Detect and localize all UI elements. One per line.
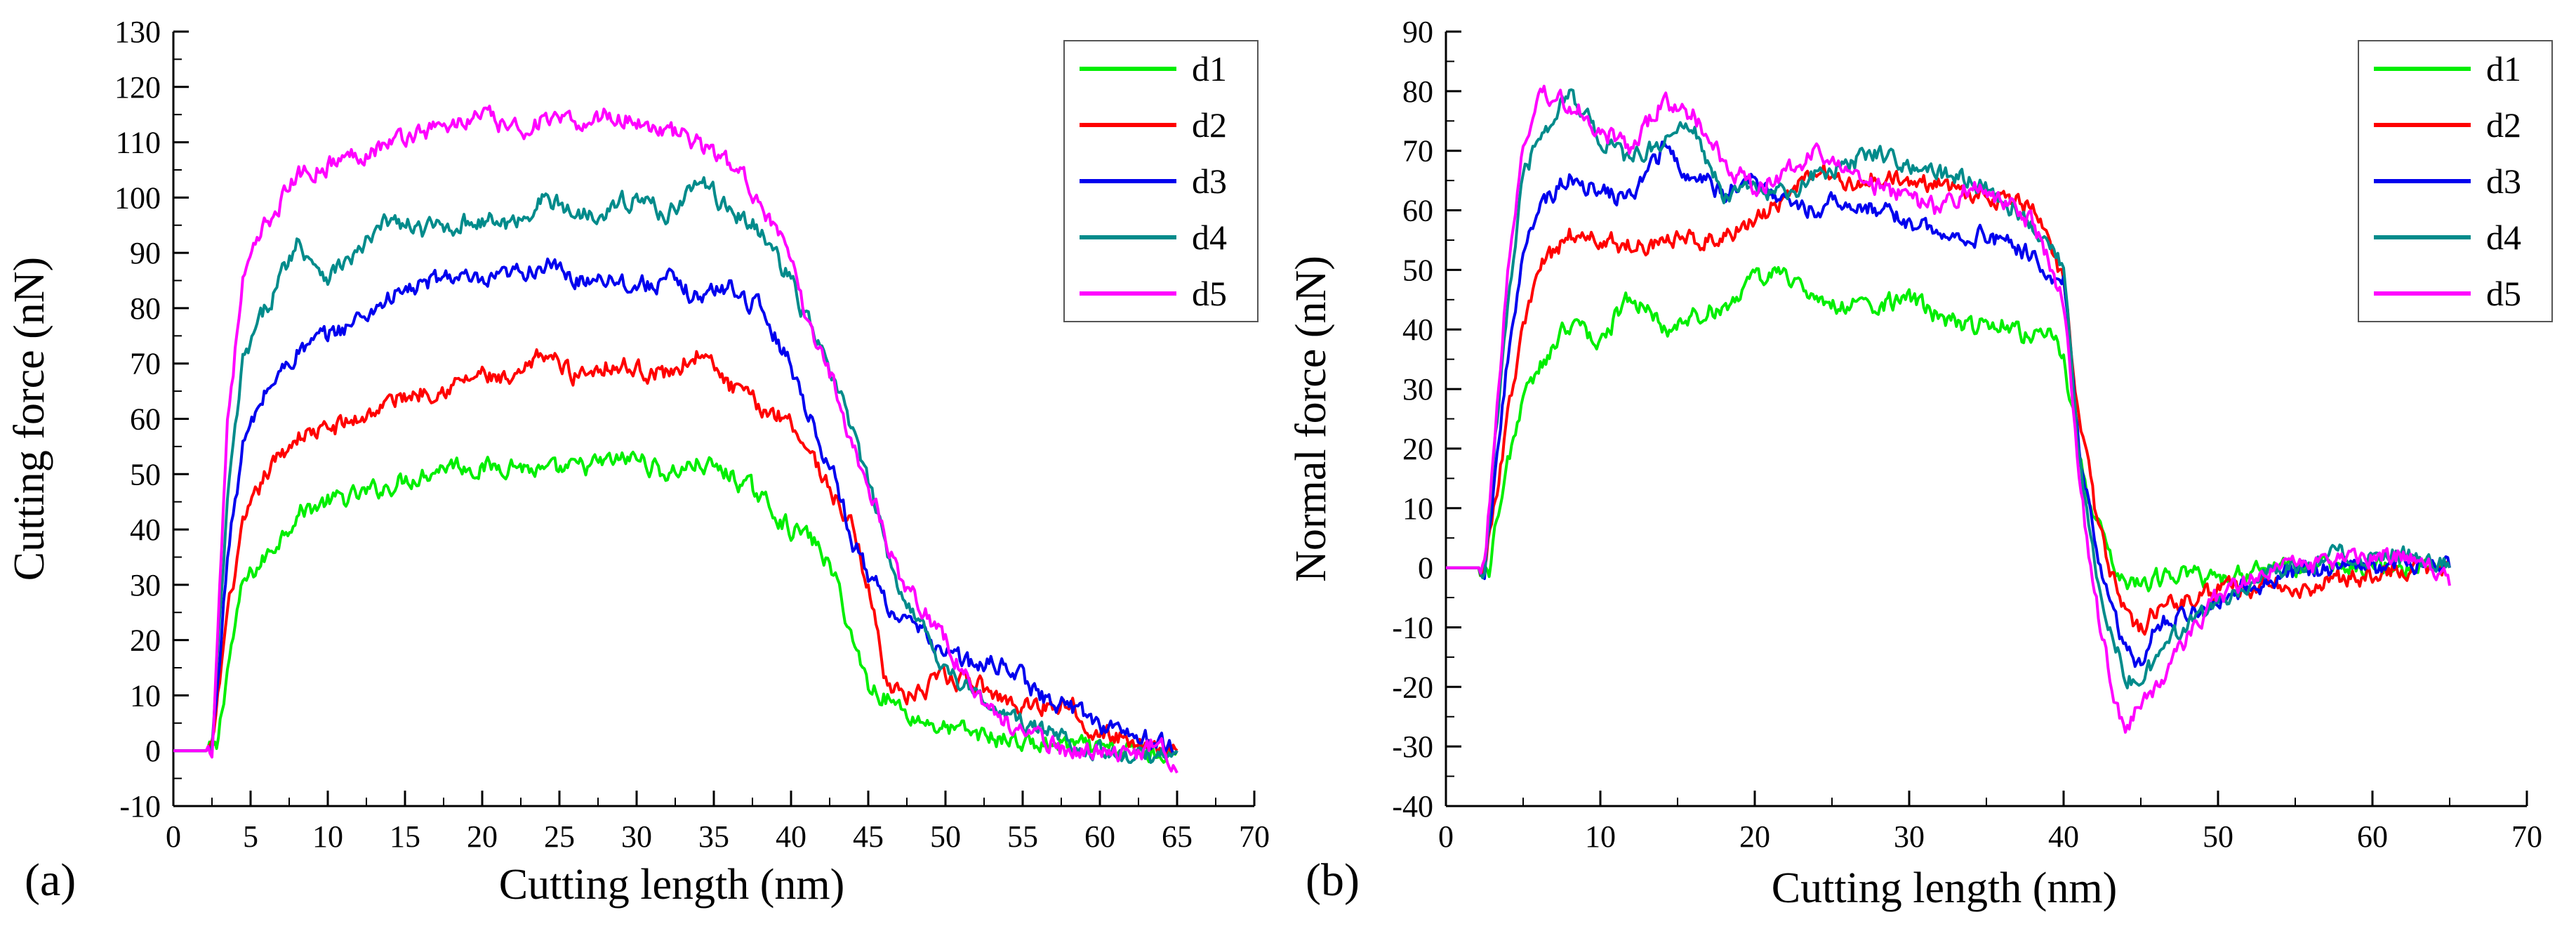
x-tick-label: 10 bbox=[312, 819, 343, 854]
x-tick-label: 60 bbox=[2357, 819, 2388, 854]
panel-label: (b) bbox=[1306, 855, 1360, 906]
x-axis-label: Cutting length (nm) bbox=[499, 861, 845, 909]
y-tick-label: 80 bbox=[130, 291, 161, 326]
x-tick-label: 50 bbox=[930, 819, 961, 854]
y-tick-label: 110 bbox=[116, 126, 161, 160]
series-line-d2 bbox=[173, 348, 1179, 760]
x-tick-label: 30 bbox=[1894, 819, 1925, 854]
y-tick-label: 80 bbox=[1402, 74, 1433, 109]
y-tick-label: -40 bbox=[1392, 789, 1433, 824]
y-tick-label: 70 bbox=[1402, 134, 1433, 169]
x-tick-label: 10 bbox=[1585, 819, 1616, 854]
x-tick-label: 20 bbox=[467, 819, 498, 854]
legend-label-d5: d5 bbox=[1192, 274, 1227, 313]
y-tick-label: 10 bbox=[1402, 492, 1433, 526]
y-tick-label: 50 bbox=[130, 457, 161, 492]
x-tick-label: 25 bbox=[544, 819, 575, 854]
y-tick-label: -30 bbox=[1392, 730, 1433, 764]
y-axis-label: Cutting force (nN) bbox=[6, 257, 53, 581]
x-tick-label: 70 bbox=[1239, 819, 1270, 854]
y-tick-label: 0 bbox=[1418, 551, 1433, 586]
x-tick-label: 30 bbox=[621, 819, 652, 854]
x-tick-label: 40 bbox=[2048, 819, 2079, 854]
x-tick-label: 20 bbox=[1739, 819, 1770, 854]
y-tick-label: 0 bbox=[145, 734, 161, 768]
series-line-d3 bbox=[1446, 140, 2451, 668]
legend-label-d1: d1 bbox=[1192, 49, 1227, 88]
y-tick-label: -20 bbox=[1392, 670, 1433, 704]
y-tick-label: 90 bbox=[130, 236, 161, 270]
y-tick-label: 60 bbox=[1402, 194, 1433, 228]
y-tick-label: 20 bbox=[130, 624, 161, 658]
chart-panel-b: -40 -30 -20 -10 0 10 20 30 40 50 60 70 80 90 0 10 20 30 40… bbox=[1287, 15, 2553, 912]
panel-label: (a) bbox=[25, 855, 76, 906]
y-tick-label: 40 bbox=[130, 513, 161, 547]
legend-label-d2: d2 bbox=[2486, 105, 2521, 145]
x-tick-label: 65 bbox=[1162, 819, 1193, 854]
x-tick-label: 55 bbox=[1007, 819, 1038, 854]
y-tick-label: 100 bbox=[114, 180, 161, 215]
series-line-d1 bbox=[1446, 265, 2451, 593]
series-line-d4 bbox=[173, 176, 1179, 764]
y-tick-label: 60 bbox=[130, 402, 161, 437]
x-tick-label: 40 bbox=[776, 819, 806, 854]
x-tick-label: 35 bbox=[698, 819, 729, 854]
y-tick-label: 90 bbox=[1402, 15, 1433, 49]
series-line-d5 bbox=[1446, 84, 2451, 734]
x-tick-label: 5 bbox=[243, 819, 258, 854]
x-tick-label: 45 bbox=[853, 819, 884, 854]
x-tick-label: 15 bbox=[390, 819, 420, 854]
y-axis-label: Normal force (nN) bbox=[1287, 256, 1335, 582]
y-tick-label: -10 bbox=[1392, 610, 1433, 645]
series-line-d2 bbox=[1446, 163, 2451, 636]
y-tick-label: 40 bbox=[1402, 312, 1433, 347]
x-tick-label: 0 bbox=[166, 819, 181, 854]
legend-label-d3: d3 bbox=[1192, 161, 1227, 201]
y-tick-label: 30 bbox=[130, 568, 161, 602]
y-tick-label: -10 bbox=[119, 789, 161, 824]
y-tick-label: 70 bbox=[130, 347, 161, 381]
y-tick-label: 120 bbox=[114, 70, 161, 105]
y-tick-label: 30 bbox=[1402, 372, 1433, 407]
x-tick-label: 70 bbox=[2511, 819, 2542, 854]
y-tick-label: 20 bbox=[1402, 432, 1433, 466]
y-tick-label: 10 bbox=[130, 678, 161, 713]
legend-label-d5: d5 bbox=[2486, 274, 2521, 313]
legend-label-d2: d2 bbox=[1192, 105, 1227, 145]
series-line-d5 bbox=[173, 105, 1179, 774]
legend-label-d4: d4 bbox=[2486, 218, 2521, 257]
x-tick-label: 50 bbox=[2203, 819, 2233, 854]
series-line-d3 bbox=[173, 257, 1179, 756]
legend-label-d4: d4 bbox=[1192, 218, 1227, 257]
y-tick-label: 130 bbox=[114, 15, 161, 49]
x-tick-label: 0 bbox=[1438, 819, 1454, 854]
x-tick-label: 60 bbox=[1084, 819, 1115, 854]
legend-label-d3: d3 bbox=[2486, 161, 2521, 201]
legend-label-d1: d1 bbox=[2486, 49, 2521, 88]
y-tick-label: 50 bbox=[1402, 253, 1433, 287]
series-line-d1 bbox=[173, 450, 1179, 764]
series-line-d4 bbox=[1446, 88, 2451, 690]
x-axis-label: Cutting length (nm) bbox=[1772, 864, 2118, 912]
